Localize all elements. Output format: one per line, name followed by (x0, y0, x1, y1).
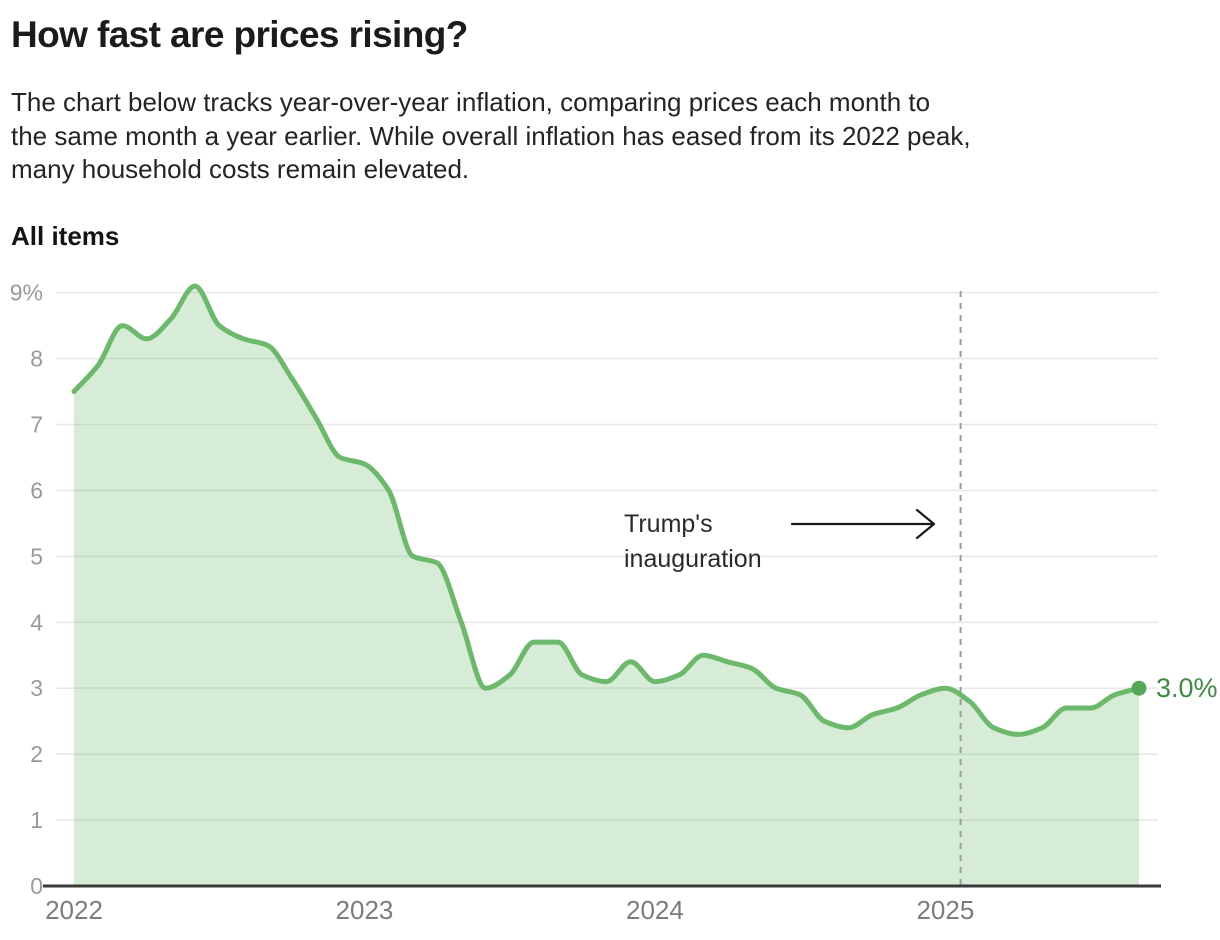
series-label: All items (11, 221, 120, 251)
y-tick-label: 8 (30, 346, 43, 372)
y-tick-label: 5 (30, 543, 43, 569)
subtitle-line-2: the same month a year earlier. While ove… (11, 120, 971, 151)
y-tick-label: 1 (30, 807, 43, 833)
subtitle-line-1: The chart below tracks year-over-year in… (11, 87, 931, 117)
annotation-arrow-icon (790, 508, 936, 540)
end-value-label: 3.0% (1156, 673, 1218, 703)
x-tick-label: 2022 (45, 895, 103, 925)
x-tick-label: 2025 (916, 895, 974, 925)
inflation-line (71, 283, 1142, 737)
end-point-marker (1131, 680, 1147, 696)
x-tick-label: 2023 (336, 895, 394, 925)
area-fill (74, 286, 1139, 886)
y-tick-label: 6 (30, 477, 43, 503)
y-tick-label: 9% (10, 280, 43, 306)
annotation-text-line2: inauguration (624, 545, 762, 573)
y-axis-tick-labels: 0 1 2 3 4 5 6 7 8 9% (10, 280, 43, 899)
y-tick-label: 7 (30, 411, 43, 437)
page-title: How fast are prices rising? (11, 14, 468, 55)
x-tick-label: 2024 (626, 895, 684, 925)
subtitle-line-3: many household costs remain elevated. (11, 154, 470, 184)
y-tick-label: 0 (30, 873, 43, 899)
y-tick-label: 3 (30, 675, 43, 701)
y-tick-label: 4 (30, 609, 43, 635)
gridlines (56, 291, 1158, 821)
annotation-text-line1: Trump's (624, 510, 713, 538)
y-tick-label: 2 (30, 741, 43, 767)
annotation: Trump's inauguration (624, 508, 936, 573)
page-subtitle: The chart below tracks year-over-year in… (11, 86, 971, 187)
x-axis-tick-labels: 2022 2023 2024 2025 (45, 895, 974, 925)
